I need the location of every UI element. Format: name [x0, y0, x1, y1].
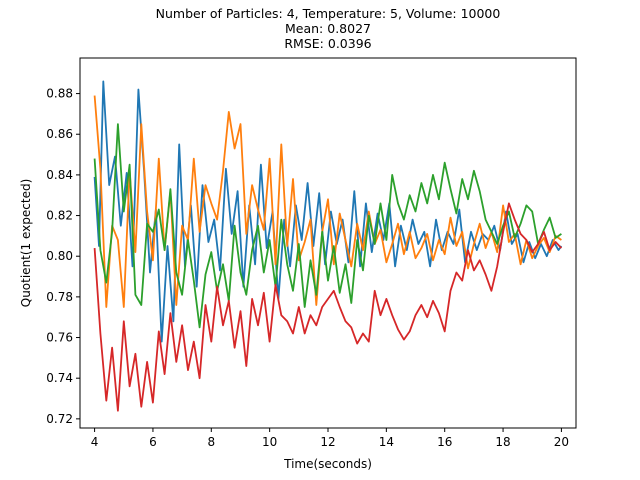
x-tick-label: 8	[207, 435, 215, 449]
series-line-3	[93, 123, 562, 329]
y-tick-label: 0.72	[46, 412, 73, 426]
y-axis-label: Quotient(1 expected)	[19, 179, 33, 308]
x-axis: 4 6 8 10 12 14 16 18 20	[91, 428, 569, 449]
y-tick-label: 0.80	[46, 249, 73, 263]
y-tick-label: 0.78	[46, 290, 73, 304]
x-tick-label: 4	[91, 435, 99, 449]
y-tick-label: 0.84	[46, 168, 73, 182]
x-tick-label: 14	[379, 435, 394, 449]
y-axis: 0.72 0.74 0.76 0.78 0.80 0.82 0.84 0.86 0.88	[46, 87, 80, 426]
y-tick-label: 0.82	[46, 209, 73, 223]
y-tick-label: 0.74	[46, 371, 73, 385]
x-tick-label: 16	[437, 435, 452, 449]
y-tick-label: 0.86	[46, 127, 73, 141]
chart-title-line-3: RMSE: 0.0396	[284, 36, 371, 51]
y-tick-label: 0.88	[46, 87, 73, 101]
x-tick-label: 12	[320, 435, 335, 449]
series-layer	[93, 80, 563, 412]
x-tick-label: 10	[262, 435, 277, 449]
x-tick-label: 20	[554, 435, 569, 449]
y-tick-label: 0.76	[46, 331, 73, 345]
x-axis-label: Time(seconds)	[283, 457, 372, 471]
x-tick-label: 18	[495, 435, 510, 449]
chart-title-line-1: Number of Particles: 4, Temperature: 5, …	[156, 6, 501, 21]
x-tick-label: 6	[149, 435, 157, 449]
series-line-1	[93, 80, 563, 343]
plot-area	[79, 57, 577, 429]
series-line-4	[93, 202, 563, 412]
chart-title-line-2: Mean: 0.8027	[285, 21, 371, 36]
